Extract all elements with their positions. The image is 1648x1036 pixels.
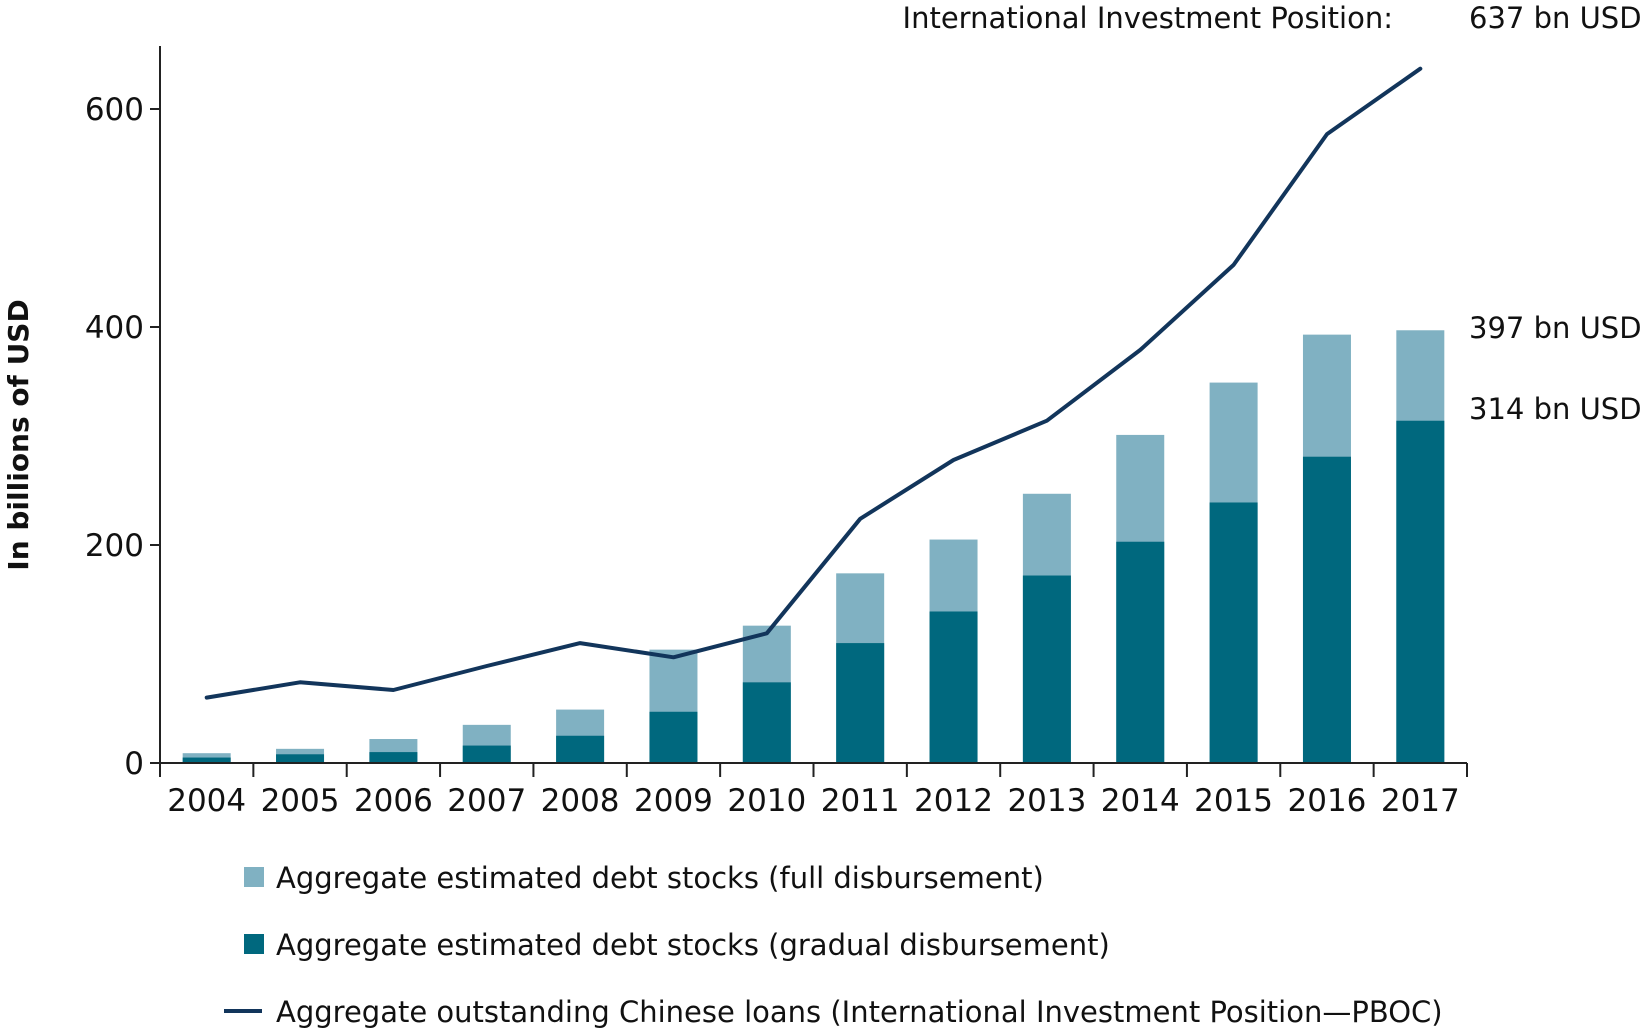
annotation-full-value: 397 bn USD <box>1469 311 1642 345</box>
x-tick-label-2016: 2016 <box>1288 783 1367 819</box>
bars-group <box>182 330 1445 763</box>
bar-gradual-2006 <box>369 752 418 763</box>
bar-gradual-2008 <box>556 735 605 763</box>
legend-label-gradual: Aggregate estimated debt stocks (gradual… <box>276 928 1110 962</box>
x-tick-label-2017: 2017 <box>1381 783 1460 819</box>
annotation-gradual-value: 314 bn USD <box>1469 392 1642 426</box>
bar-gradual-2004 <box>182 757 231 763</box>
legend-label-line: Aggregate outstanding Chinese loans (Int… <box>276 995 1443 1029</box>
y-tick-label-0: 0 <box>124 746 144 782</box>
y-ticks-group: 0 200 400 600 <box>85 92 160 782</box>
y-tick-label-600: 600 <box>85 92 144 128</box>
bar-gradual-2014 <box>1116 541 1165 763</box>
x-tick-label-2010: 2010 <box>727 783 806 819</box>
x-tick-label-2005: 2005 <box>261 783 340 819</box>
annotation-iip-value: 637 bn USD <box>1469 1 1642 35</box>
x-tick-label-2004: 2004 <box>167 783 246 819</box>
bar-gradual-2010 <box>742 682 791 763</box>
x-ticks-group: 2004 2005 2006 2007 2008 2009 2010 2011 2012 2013… <box>159 763 1468 819</box>
x-tick-label-2008: 2008 <box>541 783 620 819</box>
axes-group <box>159 46 1467 764</box>
bar-gradual-2013 <box>1022 575 1071 763</box>
x-tick-label-2006: 2006 <box>354 783 433 819</box>
annotation-iip-label: International Investment Position: <box>903 1 1393 35</box>
x-tick-label-2013: 2013 <box>1007 783 1086 819</box>
x-tick-label-2009: 2009 <box>634 783 713 819</box>
x-tick-label-2011: 2011 <box>821 783 900 819</box>
bar-gradual-2009 <box>649 711 698 763</box>
bar-gradual-2016 <box>1302 456 1351 763</box>
x-tick-label-2015: 2015 <box>1194 783 1273 819</box>
x-tick-label-2012: 2012 <box>914 783 993 819</box>
bar-gradual-2017 <box>1396 420 1445 763</box>
legend: Aggregate estimated debt stocks (full di… <box>224 861 1443 1029</box>
legend-swatch-gradual <box>244 934 264 954</box>
y-axis-title: In billions of USD <box>2 299 35 570</box>
bar-gradual-2015 <box>1209 502 1258 763</box>
legend-swatch-full <box>244 867 264 887</box>
legend-label-full: Aggregate estimated debt stocks (full di… <box>276 861 1044 895</box>
line-iip <box>204 66 1423 700</box>
x-tick-label-2014: 2014 <box>1101 783 1180 819</box>
bar-gradual-2011 <box>836 643 885 763</box>
x-tick-label-2007: 2007 <box>447 783 526 819</box>
bar-gradual-2007 <box>462 745 511 763</box>
y-tick-label-200: 200 <box>85 528 144 564</box>
bar-gradual-2005 <box>276 754 325 763</box>
line-group <box>204 66 1423 700</box>
bar-gradual-2012 <box>929 611 978 763</box>
y-tick-label-400: 400 <box>85 310 144 346</box>
